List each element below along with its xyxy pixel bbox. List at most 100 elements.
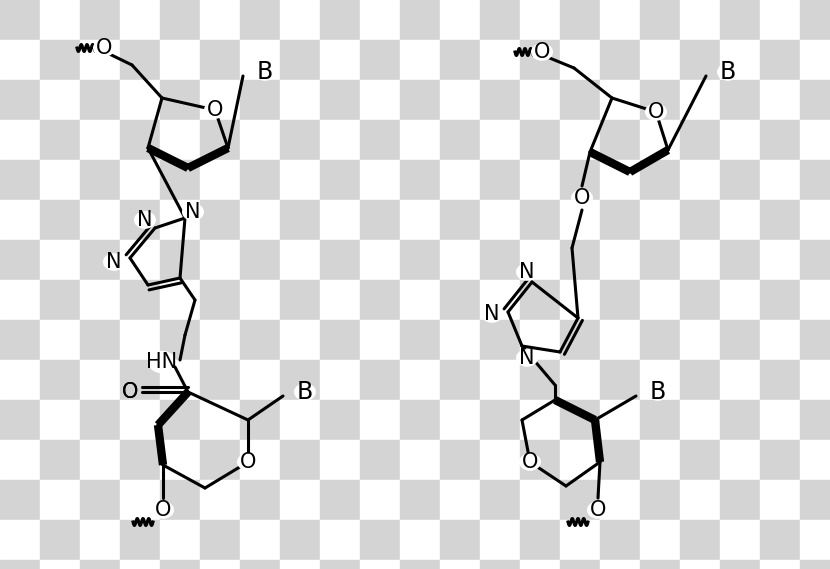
Bar xyxy=(80,520,120,560)
Bar xyxy=(400,360,440,400)
Bar xyxy=(440,440,480,480)
Bar xyxy=(200,120,240,160)
Bar xyxy=(440,560,480,569)
Bar xyxy=(720,360,760,400)
Bar xyxy=(360,520,400,560)
Text: O: O xyxy=(155,500,171,520)
Bar xyxy=(120,560,160,569)
Ellipse shape xyxy=(645,103,667,121)
Bar xyxy=(0,80,40,120)
Bar xyxy=(0,440,40,480)
Bar xyxy=(280,120,320,160)
Bar xyxy=(280,520,320,560)
Bar xyxy=(640,80,680,120)
Bar xyxy=(440,320,480,360)
Bar xyxy=(0,280,40,320)
Bar xyxy=(680,320,720,360)
Bar xyxy=(440,120,480,160)
Bar xyxy=(120,280,160,320)
Bar xyxy=(440,360,480,400)
Bar xyxy=(40,200,80,240)
Text: B: B xyxy=(720,60,736,84)
Bar xyxy=(0,560,40,569)
Bar xyxy=(640,200,680,240)
Bar xyxy=(760,560,800,569)
Bar xyxy=(120,80,160,120)
Bar xyxy=(440,80,480,120)
Bar xyxy=(80,200,120,240)
Bar xyxy=(40,240,80,280)
Bar xyxy=(40,520,80,560)
Bar xyxy=(40,480,80,520)
Bar xyxy=(520,80,560,120)
Bar xyxy=(760,400,800,440)
Bar xyxy=(760,0,800,40)
Bar xyxy=(560,120,600,160)
Bar xyxy=(600,320,640,360)
Bar xyxy=(600,40,640,80)
Bar xyxy=(160,560,200,569)
Bar xyxy=(80,80,120,120)
Bar xyxy=(0,320,40,360)
Bar xyxy=(640,440,680,480)
Bar xyxy=(120,400,160,440)
Bar xyxy=(240,480,280,520)
Bar xyxy=(80,160,120,200)
Bar xyxy=(0,120,40,160)
Bar xyxy=(480,480,520,520)
Bar xyxy=(120,120,160,160)
Bar xyxy=(720,0,760,40)
Bar xyxy=(120,480,160,520)
Bar xyxy=(400,120,440,160)
Bar xyxy=(120,240,160,280)
Ellipse shape xyxy=(531,43,553,61)
Bar xyxy=(200,400,240,440)
Bar xyxy=(240,280,280,320)
Bar xyxy=(800,400,830,440)
Bar xyxy=(480,0,520,40)
Bar xyxy=(400,400,440,440)
Text: N: N xyxy=(106,252,122,272)
Bar xyxy=(800,80,830,120)
Bar xyxy=(800,360,830,400)
Bar xyxy=(0,0,40,40)
Bar xyxy=(360,400,400,440)
Bar xyxy=(360,360,400,400)
Bar xyxy=(720,240,760,280)
Bar xyxy=(40,0,80,40)
Bar xyxy=(520,320,560,360)
Bar xyxy=(480,160,520,200)
Bar xyxy=(280,560,320,569)
Bar xyxy=(80,480,120,520)
Bar xyxy=(240,200,280,240)
Bar xyxy=(40,360,80,400)
Text: N: N xyxy=(137,210,153,230)
Bar xyxy=(480,560,520,569)
Bar xyxy=(80,440,120,480)
Bar xyxy=(120,200,160,240)
Bar xyxy=(560,520,600,560)
Bar xyxy=(320,160,360,200)
Bar xyxy=(240,400,280,440)
Bar xyxy=(600,280,640,320)
Bar xyxy=(760,200,800,240)
Ellipse shape xyxy=(93,39,115,57)
Bar xyxy=(160,0,200,40)
Bar xyxy=(600,160,640,200)
Bar xyxy=(120,160,160,200)
Bar xyxy=(480,200,520,240)
Bar xyxy=(480,400,520,440)
Bar xyxy=(440,240,480,280)
Text: N: N xyxy=(520,262,535,282)
Bar xyxy=(640,400,680,440)
Bar xyxy=(520,120,560,160)
Bar xyxy=(320,360,360,400)
Bar xyxy=(240,560,280,569)
Bar xyxy=(240,320,280,360)
Bar xyxy=(440,0,480,40)
Bar xyxy=(520,160,560,200)
Bar xyxy=(40,560,80,569)
Bar xyxy=(760,480,800,520)
Bar xyxy=(480,280,520,320)
Bar xyxy=(520,400,560,440)
